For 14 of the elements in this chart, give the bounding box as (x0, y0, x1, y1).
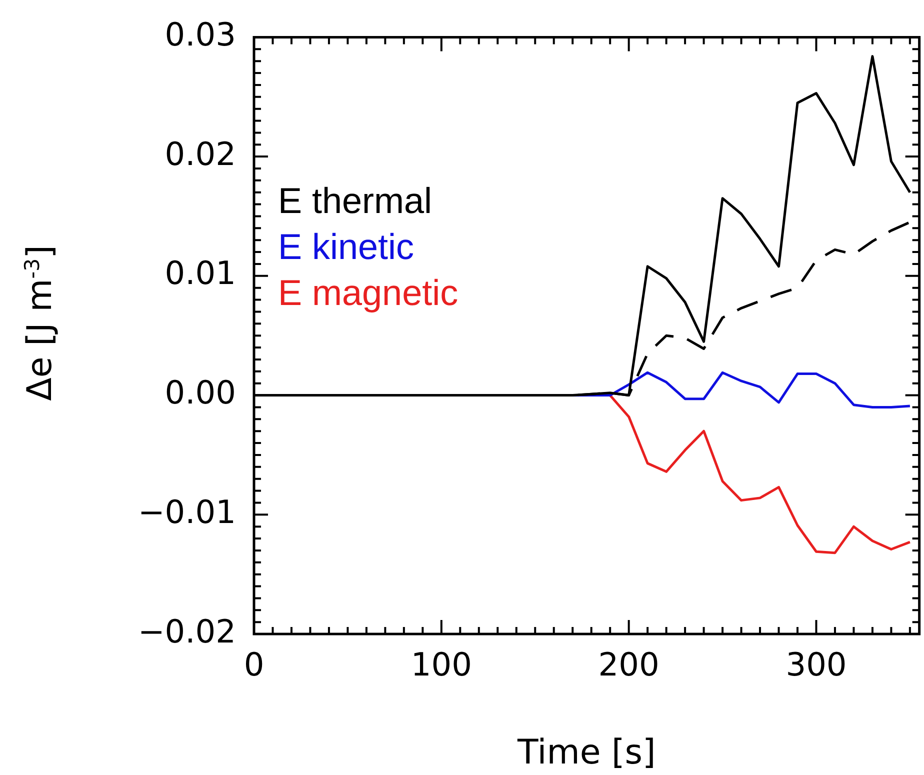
y-tick-label: 0.01 (164, 254, 236, 292)
y-tick-label: −0.02 (138, 612, 236, 650)
x-tick-label: 0 (244, 646, 264, 684)
y-tick-label: 0.03 (164, 16, 236, 54)
x-tick-label: 300 (786, 646, 847, 684)
x-tick-label: 100 (410, 646, 472, 684)
y-tick-label: 0.00 (164, 374, 236, 412)
x-axis-title: Time [s] (516, 732, 656, 772)
text: E thermal (278, 180, 432, 221)
y-tick-label: 0.02 (164, 134, 236, 173)
y-tick-label: −0.01 (138, 492, 236, 531)
x-tick-label: 200 (598, 646, 660, 684)
text: E magnetic (278, 272, 458, 313)
text: E kinetic (278, 226, 414, 267)
